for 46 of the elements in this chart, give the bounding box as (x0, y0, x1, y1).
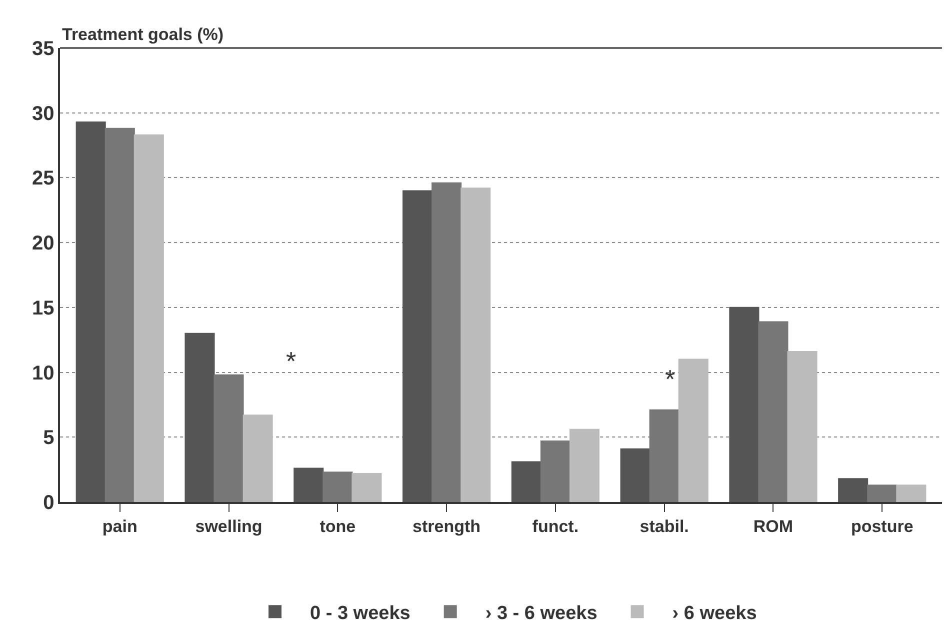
bar (569, 428, 600, 502)
y-tick-label: 15 (32, 297, 54, 320)
bar (867, 484, 898, 502)
legend-label: 0 - 3 weeks (310, 603, 410, 624)
bar (620, 448, 650, 502)
annotation: * (286, 346, 296, 376)
bar (758, 321, 788, 502)
x-tick-label: ROM (753, 517, 794, 536)
bar (896, 484, 926, 502)
x-tick-label: posture (850, 517, 914, 536)
y-tick-label: 20 (32, 232, 54, 255)
bar (402, 190, 433, 502)
bar (511, 461, 542, 502)
y-tick-label: 25 (32, 168, 54, 190)
y-tick-label: 10 (32, 362, 54, 384)
bar (460, 188, 491, 502)
bar (432, 182, 462, 502)
bar (76, 121, 106, 502)
bar (104, 128, 135, 502)
x-tick-label: strength (412, 517, 481, 536)
x-tick-label: swelling (195, 517, 262, 536)
bar (352, 472, 382, 502)
bar (322, 472, 353, 502)
legend-label: › 6 weeks (672, 603, 757, 624)
x-tick-label: funct. (532, 517, 579, 536)
bar (678, 358, 708, 502)
legend-label: › 3 - 6 weeks (485, 603, 598, 624)
x-tick-label: pain (102, 517, 138, 536)
y-tick-label: 30 (32, 102, 54, 125)
x-tick-label: tone (320, 517, 356, 536)
bar (540, 440, 570, 502)
y-tick-label: 5 (43, 427, 54, 450)
bar (134, 134, 164, 502)
bar (184, 332, 215, 502)
y-tick-label: 35 (32, 38, 54, 60)
annotation: * (665, 364, 676, 394)
x-tick-label: stabil. (640, 517, 689, 536)
bar (729, 306, 760, 502)
bar (787, 351, 818, 502)
bar (649, 409, 680, 502)
y-tick-label: 0 (43, 492, 54, 514)
bar (838, 478, 868, 502)
y-axis-title: Treatment goals (%) (62, 25, 224, 44)
bar (214, 374, 244, 502)
bar (294, 468, 324, 502)
bar (242, 414, 273, 502)
